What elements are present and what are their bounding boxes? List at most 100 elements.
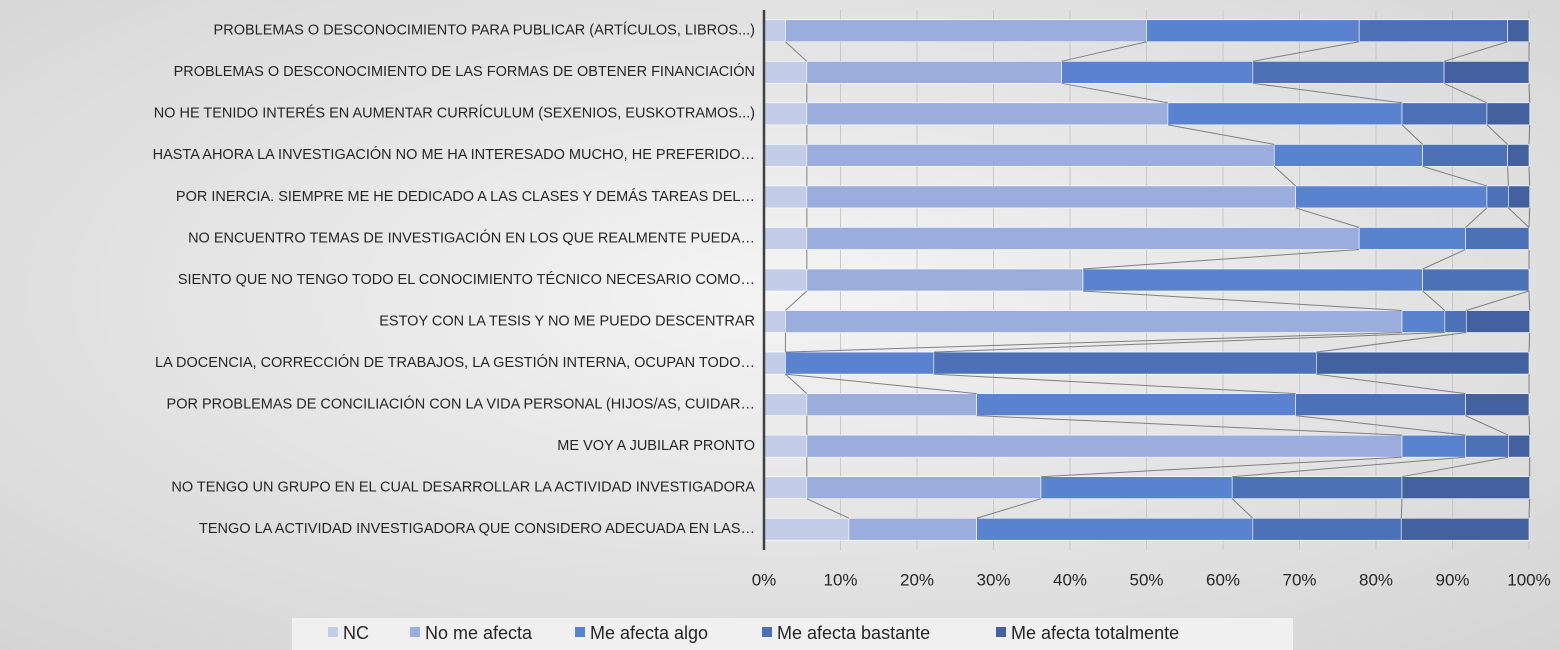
legend-label: Me afecta totalmente — [1011, 623, 1179, 643]
x-tick-label: 60% — [1206, 570, 1240, 589]
y-tick-label: ME VOY A JUBILAR PRONTO — [557, 438, 755, 454]
legend-swatch — [762, 627, 772, 637]
bar-segment — [1082, 268, 1423, 292]
bar-segment — [1444, 310, 1467, 333]
series-line — [785, 373, 977, 395]
bar-segment — [1486, 102, 1531, 126]
series-line — [1316, 373, 1466, 395]
series-line — [1486, 124, 1508, 145]
bar-segment — [763, 19, 786, 43]
bar-segment — [1273, 144, 1423, 167]
series-line — [1422, 165, 1488, 187]
y-tick-label: POR INERCIA. SIEMPRE ME HE DEDICADO A LA… — [176, 188, 755, 205]
bar-segment — [1295, 393, 1466, 416]
bar-segment — [1401, 310, 1446, 333]
bar-segment — [1401, 476, 1531, 499]
series-line — [1528, 290, 1531, 311]
x-tick-label: 50% — [1129, 570, 1163, 589]
bar-segment — [1465, 310, 1531, 333]
series-line — [1082, 248, 1360, 270]
bar-segment — [1358, 227, 1466, 250]
legend-label: Me afecta algo — [590, 623, 708, 643]
bar-segment — [1422, 144, 1508, 167]
series-line — [933, 332, 1445, 353]
bar-segment — [848, 517, 977, 541]
bar-segment — [1316, 351, 1530, 375]
series-line — [976, 498, 1042, 519]
series-line — [1232, 456, 1466, 478]
bar-segment — [1252, 517, 1402, 541]
legend-swatch — [996, 627, 1006, 637]
bar-segment — [1465, 227, 1530, 250]
bar-segment — [763, 310, 786, 333]
x-tick-label: 30% — [976, 570, 1010, 589]
bar-segment — [1508, 434, 1531, 458]
bar-segment — [976, 517, 1254, 541]
bar-segment — [806, 227, 1360, 250]
bar-segment — [1443, 61, 1530, 84]
series-line — [1528, 498, 1531, 519]
y-tick-label: PROBLEMAS O DESCONOCIMIENTO PARA PUBLICA… — [214, 22, 755, 39]
y-tick-label: TENGO LA ACTIVIDAD INVESTIGADORA QUE CON… — [199, 521, 755, 537]
y-tick-label: NO TENGO UN GRUPO EN EL CUAL DESARROLLAR… — [171, 480, 755, 496]
bar-segment — [806, 102, 1169, 126]
bar-segment — [806, 61, 1062, 84]
x-tick-label: 90% — [1435, 570, 1469, 589]
bar-segment — [806, 434, 1403, 458]
bar-segment — [806, 476, 1042, 499]
y-tick-label: PROBLEMAS O DESCONOCIMIENTO DE LAS FORMA… — [174, 63, 755, 80]
x-tick-label: 0% — [752, 570, 777, 589]
series-line — [1231, 498, 1254, 519]
bar-segment — [763, 61, 808, 84]
bar-segment — [763, 393, 808, 416]
bar-segment — [1400, 517, 1530, 541]
x-tick-label: 20% — [900, 570, 934, 589]
series-line — [1465, 415, 1509, 436]
series-line — [1167, 124, 1275, 145]
series-line — [1465, 207, 1488, 228]
bar-segment — [785, 310, 1403, 333]
series-line — [1273, 166, 1297, 187]
series-line — [1443, 41, 1508, 62]
series-line — [1401, 124, 1424, 145]
series-line — [933, 373, 1296, 395]
x-tick-label: 100% — [1507, 570, 1550, 589]
bar-segment — [933, 351, 1317, 375]
bar-segment — [1486, 185, 1509, 209]
bar-segment — [763, 185, 808, 209]
bar-segment — [1146, 19, 1360, 43]
bar-segment — [1465, 434, 1509, 458]
series-line — [785, 41, 808, 62]
bar-segment — [1507, 144, 1530, 167]
series-line — [976, 415, 1403, 436]
x-tick-label: 80% — [1359, 570, 1393, 589]
series-line — [1295, 415, 1466, 436]
series-line — [785, 373, 808, 394]
series-line — [1061, 41, 1147, 62]
series-line — [1507, 166, 1509, 186]
y-tick-label: NO ENCUENTRO TEMAS DE INVESTIGACIÓN EN L… — [188, 229, 755, 246]
series-line — [1422, 290, 1446, 311]
series-line — [1528, 166, 1531, 186]
series-line — [1401, 456, 1509, 478]
legend-box — [292, 618, 1293, 650]
bar-segment — [763, 517, 850, 541]
series-line — [1422, 249, 1466, 270]
bar-segment — [1507, 19, 1530, 43]
series-line — [1400, 498, 1403, 519]
y-tick-label: LA DOCENCIA, CORRECCIÓN DE TRABAJOS, LA … — [155, 354, 755, 371]
x-tick-label: 70% — [1282, 570, 1316, 589]
series-line — [806, 498, 850, 519]
bar-segment — [763, 268, 808, 292]
legend-label: Me afecta bastante — [777, 623, 930, 643]
legend-swatch — [410, 627, 420, 637]
bar-segment — [763, 102, 808, 126]
series-line — [1040, 456, 1403, 478]
bar-segment — [1167, 102, 1403, 126]
bar-segment — [1061, 61, 1254, 84]
bar-segment — [806, 144, 1275, 167]
bar-segment — [1508, 185, 1531, 209]
bar-segment — [1422, 268, 1530, 292]
series-line — [1528, 124, 1531, 145]
y-tick-label: HASTA AHORA LA INVESTIGACIÓN NO ME HA IN… — [153, 146, 755, 163]
